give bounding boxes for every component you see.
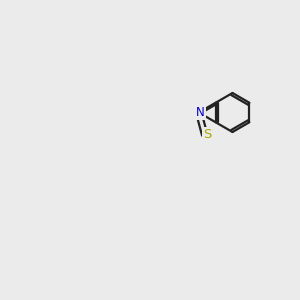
Text: S: S — [203, 128, 212, 142]
Text: N: N — [196, 106, 205, 119]
Text: N: N — [194, 104, 203, 118]
